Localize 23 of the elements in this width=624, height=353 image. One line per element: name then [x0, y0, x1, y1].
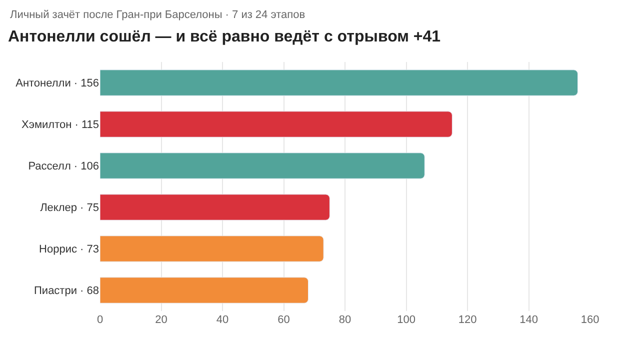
x-tick-label: 120	[458, 314, 477, 326]
bar	[100, 236, 324, 262]
y-tick-label: Пиастри · 68	[34, 285, 99, 298]
y-tick-label: Расселл · 106	[28, 160, 99, 173]
y-tick-label: Антонелли · 156	[16, 78, 99, 90]
x-tick-label: 40	[216, 314, 229, 326]
bar	[100, 194, 330, 220]
x-tick-label: 60	[278, 314, 290, 326]
y-tick-label: Хэмилтон · 115	[22, 119, 99, 132]
x-tick-label: 0	[96, 314, 104, 326]
chart-subtitle: Личный зачёт после Гран-при Барселоны · 7 из 24 этапов	[10, 9, 306, 21]
y-tick-label: Норрис · 73	[39, 244, 99, 256]
x-tick-label: 80	[338, 314, 352, 326]
chart-title: Антонелли сошёл — и всё равно ведёт с отрывом +41	[8, 28, 441, 46]
x-tick-label: 20	[155, 314, 168, 326]
y-tick-label: Леклер · 75	[40, 202, 99, 214]
x-tick-label: 140	[520, 314, 538, 326]
bar	[100, 277, 308, 304]
bar	[100, 111, 452, 138]
x-tick-label: 160	[580, 314, 600, 326]
x-tick-label: 100	[397, 314, 416, 326]
bar	[100, 152, 425, 179]
bar	[100, 70, 578, 96]
